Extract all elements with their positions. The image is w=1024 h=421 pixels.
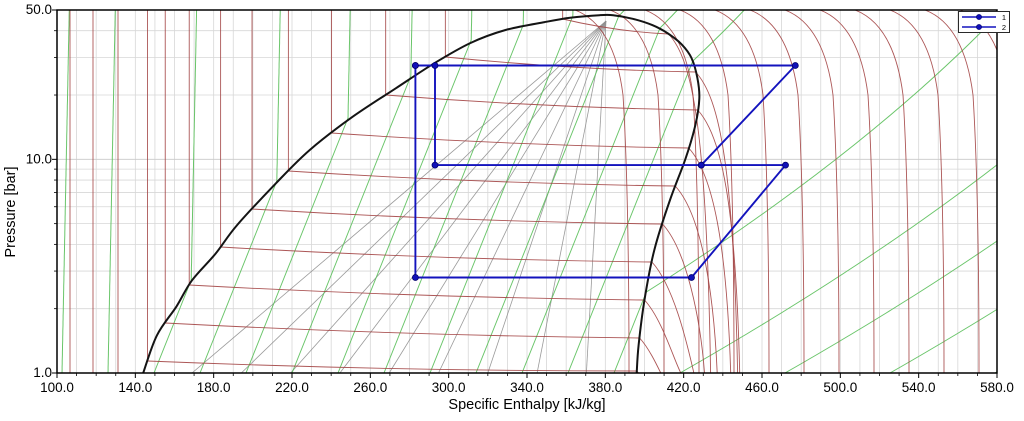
x-tick-label: 380.0 [588, 380, 622, 395]
quality-isolines [191, 20, 607, 373]
x-tick-label: 180.0 [197, 380, 231, 395]
isotherm-isolines [69, 10, 997, 373]
axes: 100.0 140.0 180.0 220.0 260.0 300.0 340.0 380.0… [26, 2, 1014, 395]
cycle-state-point [782, 161, 789, 169]
cycle-state-point [791, 62, 799, 69]
x-tick-label: 580.0 [980, 380, 1014, 395]
plot-border [56, 9, 998, 374]
saturation-dome-curve [142, 13, 701, 373]
legend-entry-label: 2 [1002, 23, 1006, 32]
x-tick-label: 260.0 [353, 380, 387, 395]
x-tick-label: 100.0 [40, 380, 74, 395]
cycle-state-point [411, 274, 419, 281]
legend-marker-sample [976, 24, 982, 30]
legend-entry-label: 1 [1002, 13, 1006, 22]
x-tick-label: 300.0 [432, 380, 466, 395]
cycle-state-point [431, 161, 439, 169]
x-tick-label: 140.0 [118, 380, 152, 395]
saturation-dome [142, 13, 701, 373]
isentrope-isolines [61, 10, 997, 373]
legend-marker-sample [976, 14, 982, 20]
x-tick-label: 420.0 [667, 380, 701, 395]
cycle-state-point [411, 62, 419, 69]
legend[interactable]: 12 [958, 11, 1010, 33]
x-tick-label: 340.0 [510, 380, 544, 395]
x-tick-label: 500.0 [823, 380, 857, 395]
grid-lines [57, 10, 997, 373]
legend-entry[interactable]: 2 [962, 23, 1006, 32]
x-tick-label: 540.0 [902, 380, 936, 395]
x-tick-label: 460.0 [745, 380, 779, 395]
refrigeration-cycle-lines [411, 62, 799, 281]
y-tick-label: 50.0 [26, 2, 52, 17]
x-axis-title: Specific Enthalpy [kJ/kg] [448, 397, 605, 413]
cycle-state-point [688, 274, 695, 281]
y-tick-label: 10.0 [26, 151, 52, 166]
y-tick-label: 1.0 [33, 365, 52, 380]
legend-entry[interactable]: 1 [962, 13, 1006, 22]
cycle-state-point [697, 161, 705, 169]
x-tick-label: 220.0 [275, 380, 309, 395]
y-axis-title: Pressure [bar] [3, 166, 19, 257]
cycle-state-point [431, 62, 439, 69]
